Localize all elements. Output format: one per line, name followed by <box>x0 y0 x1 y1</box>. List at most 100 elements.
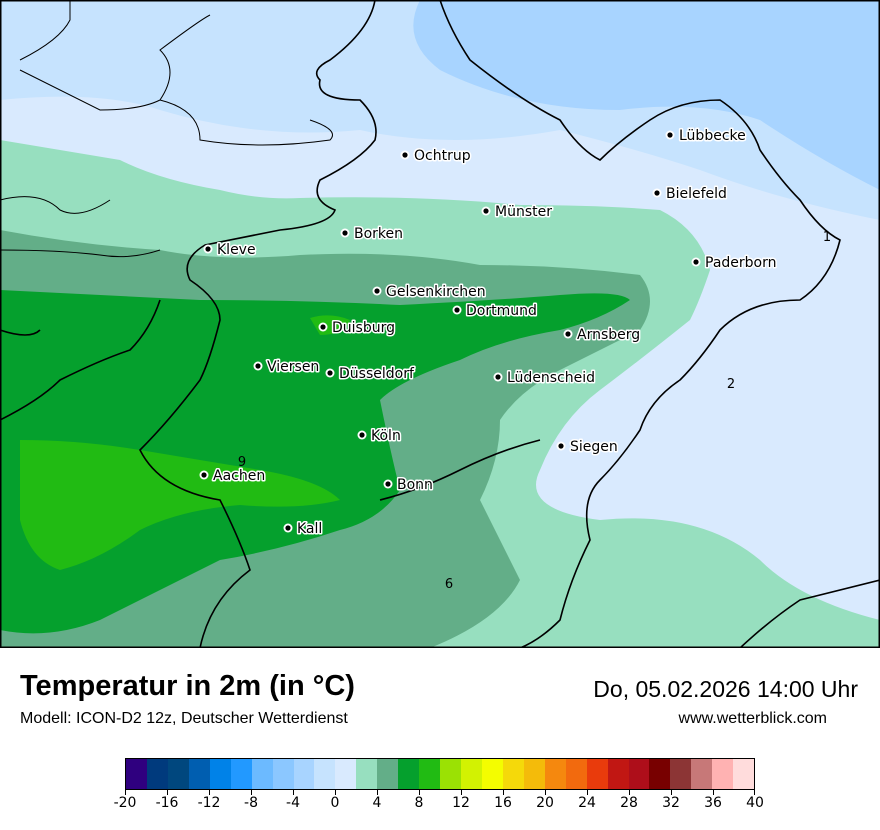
color-scale-ticks: -20 -16 -12 -8 -4 0 4 8 12 16 20 24 28 32 36 40 <box>114 790 764 820</box>
color-scale-segment <box>712 759 734 789</box>
color-scale-segment <box>356 759 378 789</box>
city-marker: Lübbecke <box>665 127 747 146</box>
city-label: Ochtrup <box>414 148 471 164</box>
city-label: Münster <box>495 204 552 220</box>
color-scale-segment <box>293 759 315 789</box>
color-scale-segment <box>188 759 210 789</box>
city-label: Kleve <box>217 242 256 258</box>
color-scale-segment <box>733 759 755 789</box>
city-marker: Aachen <box>199 467 267 486</box>
scale-tick-label: 36 <box>704 795 722 811</box>
scale-tick-mark <box>335 790 336 795</box>
scale-tick-mark <box>629 790 630 795</box>
color-scale-segment <box>628 759 650 789</box>
city-dot-icon <box>565 331 571 337</box>
color-scale-segment <box>440 759 461 789</box>
contour-labels: 1 2 6 9 <box>238 230 831 592</box>
scale-tick-label: 8 <box>414 795 424 811</box>
color-scale-segment <box>314 759 336 789</box>
color-scale-segment <box>377 759 399 789</box>
field-6-8 <box>0 290 630 634</box>
scale-tick-label: 28 <box>620 795 638 811</box>
city-dot-icon <box>667 132 673 138</box>
city-marker: Gelsenkirchen <box>372 283 487 302</box>
city-dot-icon <box>495 374 501 380</box>
city-label: Bielefeld <box>666 186 727 202</box>
model-source: Modell: ICON-D2 12z, Deutscher Wetterdie… <box>20 710 348 727</box>
city-dot-icon <box>374 288 380 294</box>
contour-label: 6 <box>445 577 453 592</box>
color-scale-segment <box>251 759 273 789</box>
color-scale-segment <box>607 759 629 789</box>
contour-label: 2 <box>727 377 735 392</box>
city-marker: Paderborn <box>691 254 778 273</box>
scale-tick-label: 40 <box>746 795 764 811</box>
scale-tick-label: -4 <box>286 795 300 811</box>
city-marker: Münster <box>481 203 554 222</box>
scale-tick-label: -16 <box>155 795 179 811</box>
city-dot-icon <box>654 190 660 196</box>
city-dot-icon <box>693 259 699 265</box>
city-dot-icon <box>359 432 365 438</box>
city-marker: Lüdenscheid <box>493 369 597 388</box>
scale-tick-label: 20 <box>536 795 554 811</box>
city-dot-icon <box>385 481 391 487</box>
city-label: Arnsberg <box>577 327 640 343</box>
field-8-10-west <box>20 440 340 570</box>
color-scale-segment <box>461 759 482 789</box>
city-label: Dortmund <box>466 303 537 319</box>
city-label: Aachen <box>213 468 265 484</box>
city-marker: Arnsberg <box>563 326 642 345</box>
city-label: Borken <box>354 226 403 242</box>
city-marker: Kleve <box>203 241 257 260</box>
chart-title: Temperatur in 2m (in °C) <box>20 670 355 702</box>
city-marker: Ochtrup <box>400 147 472 166</box>
district-lines <box>0 0 333 258</box>
city-label: Duisburg <box>332 320 395 336</box>
scale-tick-mark <box>251 790 252 795</box>
city-label: Lübbecke <box>679 128 746 144</box>
color-scale-segment <box>670 759 692 789</box>
city-label: Bonn <box>397 477 433 493</box>
city-marker: Siegen <box>556 438 619 457</box>
scale-tick-mark <box>167 790 168 795</box>
temperature-map: Ochtrup Lübbecke Bielefeld Münster Borken Kle… <box>0 0 880 648</box>
scale-tick-label: 12 <box>452 795 470 811</box>
city-dot-icon <box>205 246 211 252</box>
scale-tick-mark <box>671 790 672 795</box>
color-scale-segment <box>544 759 566 789</box>
city-dot-icon <box>320 324 326 330</box>
website-link[interactable]: www.wetterblick.com <box>678 710 827 727</box>
color-scale-segment <box>146 759 168 789</box>
scale-tick-label: 4 <box>372 795 382 811</box>
city-marker: Köln <box>357 427 402 446</box>
map-canvas: Ochtrup Lübbecke Bielefeld Münster Borken Kle… <box>0 0 880 648</box>
scale-tick-mark <box>503 790 504 795</box>
scale-tick-mark <box>461 790 462 795</box>
city-marker: Dortmund <box>452 302 538 321</box>
scale-tick-mark <box>125 790 126 795</box>
city-dot-icon <box>558 443 564 449</box>
city-label: Siegen <box>570 439 618 455</box>
contour-label: 1 <box>823 230 831 245</box>
city-dot-icon <box>402 152 408 158</box>
scale-tick-label: 32 <box>662 795 680 811</box>
scale-tick-mark <box>377 790 378 795</box>
city-dot-icon <box>285 525 291 531</box>
scale-tick-label: -8 <box>244 795 258 811</box>
city-label: Kall <box>297 521 322 537</box>
scale-tick-mark <box>545 790 546 795</box>
city-dot-icon <box>454 307 460 313</box>
color-scale-segment <box>126 759 147 789</box>
color-scale-segment <box>523 759 545 789</box>
city-dot-icon <box>342 230 348 236</box>
city-marker: Kall <box>283 520 324 539</box>
city-marker: Duisburg <box>318 319 397 338</box>
city-dot-icon <box>255 363 261 369</box>
city-label: Gelsenkirchen <box>386 284 486 300</box>
color-scale-segment <box>649 759 671 789</box>
color-scale-segment <box>272 759 294 789</box>
city-marker: Bonn <box>383 476 434 495</box>
scale-tick-label: -12 <box>197 795 221 811</box>
forecast-datetime: Do, 05.02.2026 14:00 Uhr <box>593 676 858 702</box>
